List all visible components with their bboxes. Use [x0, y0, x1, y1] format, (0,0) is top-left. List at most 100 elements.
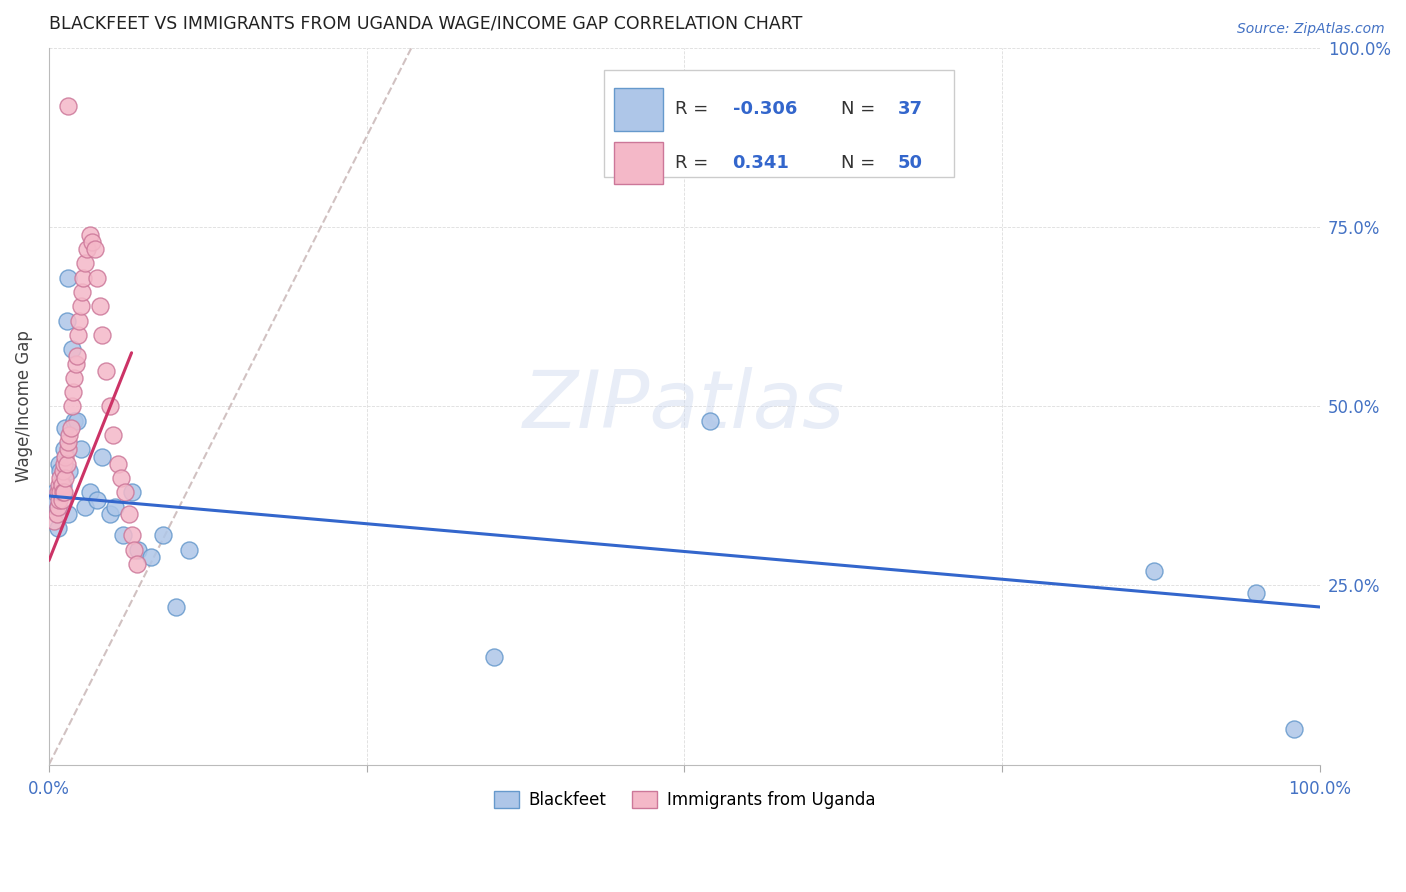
Point: [76, 242, 98, 256]
Point: [55, 450, 77, 464]
Text: -0.306: -0.306: [733, 100, 797, 119]
Text: BLACKFEET VS IMMIGRANTS FROM UGANDA WAGE/INCOME GAP CORRELATION CHART: BLACKFEET VS IMMIGRANTS FROM UGANDA WAGE…: [49, 15, 803, 33]
Point: [60, 342, 83, 356]
Point: [98, 507, 121, 521]
Point: [139, 549, 162, 564]
Point: [66, 414, 89, 428]
Point: [91, 450, 114, 464]
Point: [1244, 585, 1267, 599]
Point: [1143, 564, 1166, 578]
Point: [51, 492, 73, 507]
Point: [70, 285, 93, 299]
Point: [52, 485, 75, 500]
Point: [67, 327, 90, 342]
Text: N =: N =: [841, 100, 880, 119]
Point: [56, 507, 79, 521]
Text: 0.341: 0.341: [733, 154, 790, 172]
Point: [46, 521, 69, 535]
Point: [79, 227, 101, 242]
Point: [52, 478, 75, 492]
Point: [177, 542, 200, 557]
Text: R =: R =: [675, 154, 714, 172]
Point: [58, 464, 80, 478]
Point: [49, 464, 72, 478]
Point: [165, 599, 187, 614]
Point: [51, 478, 73, 492]
Point: [63, 414, 86, 428]
Point: [53, 442, 76, 457]
Point: [699, 414, 721, 428]
Text: 37: 37: [898, 100, 922, 119]
Point: [69, 299, 91, 313]
Point: [114, 485, 136, 500]
FancyBboxPatch shape: [614, 142, 662, 185]
Legend: Blackfeet, Immigrants from Uganda: Blackfeet, Immigrants from Uganda: [485, 782, 883, 817]
Text: ZIPatlas: ZIPatlas: [523, 368, 845, 445]
Point: [86, 492, 108, 507]
Point: [69, 313, 91, 327]
Point: [58, 428, 80, 442]
Point: [48, 457, 70, 471]
Text: N =: N =: [841, 154, 880, 172]
Text: R =: R =: [675, 100, 714, 119]
Point: [111, 528, 134, 542]
Point: [83, 242, 105, 256]
Point: [48, 492, 70, 507]
Point: [73, 256, 96, 270]
Point: [89, 299, 111, 313]
Y-axis label: Wage/Income Gap: Wage/Income Gap: [15, 331, 32, 483]
Point: [46, 500, 69, 514]
Point: [91, 327, 114, 342]
Point: [45, 507, 67, 521]
Point: [55, 421, 77, 435]
Point: [55, 457, 77, 471]
Point: [56, 99, 79, 113]
Point: [122, 542, 145, 557]
Point: [53, 457, 76, 471]
Point: [65, 357, 87, 371]
Point: [44, 485, 66, 500]
FancyBboxPatch shape: [605, 70, 953, 178]
Point: [110, 471, 132, 485]
Point: [55, 313, 77, 327]
Point: [1284, 722, 1306, 736]
Point: [121, 485, 143, 500]
Point: [118, 507, 141, 521]
Point: [52, 464, 75, 478]
Point: [482, 650, 505, 665]
Point: [104, 500, 127, 514]
Point: [69, 442, 91, 457]
Point: [48, 478, 70, 492]
Point: [79, 485, 101, 500]
Point: [96, 364, 118, 378]
Point: [86, 270, 108, 285]
Point: [59, 421, 82, 435]
Point: [46, 500, 69, 514]
Point: [125, 557, 148, 571]
Point: [49, 471, 72, 485]
FancyBboxPatch shape: [614, 87, 662, 131]
Point: [56, 270, 79, 285]
Point: [55, 471, 77, 485]
Point: [62, 385, 84, 400]
Point: [49, 485, 72, 500]
Point: [51, 485, 73, 500]
Point: [127, 542, 149, 557]
Point: [53, 485, 76, 500]
Point: [101, 428, 124, 442]
Point: [82, 235, 104, 249]
Point: [60, 400, 83, 414]
Point: [63, 371, 86, 385]
Point: [98, 400, 121, 414]
Point: [42, 492, 65, 507]
Point: [45, 507, 67, 521]
Point: [46, 485, 69, 500]
Point: [152, 528, 174, 542]
Point: [107, 457, 129, 471]
Text: Source: ZipAtlas.com: Source: ZipAtlas.com: [1237, 22, 1385, 37]
Point: [66, 349, 89, 363]
Text: 50: 50: [898, 154, 922, 172]
Point: [56, 442, 79, 457]
Point: [56, 435, 79, 450]
Point: [42, 514, 65, 528]
